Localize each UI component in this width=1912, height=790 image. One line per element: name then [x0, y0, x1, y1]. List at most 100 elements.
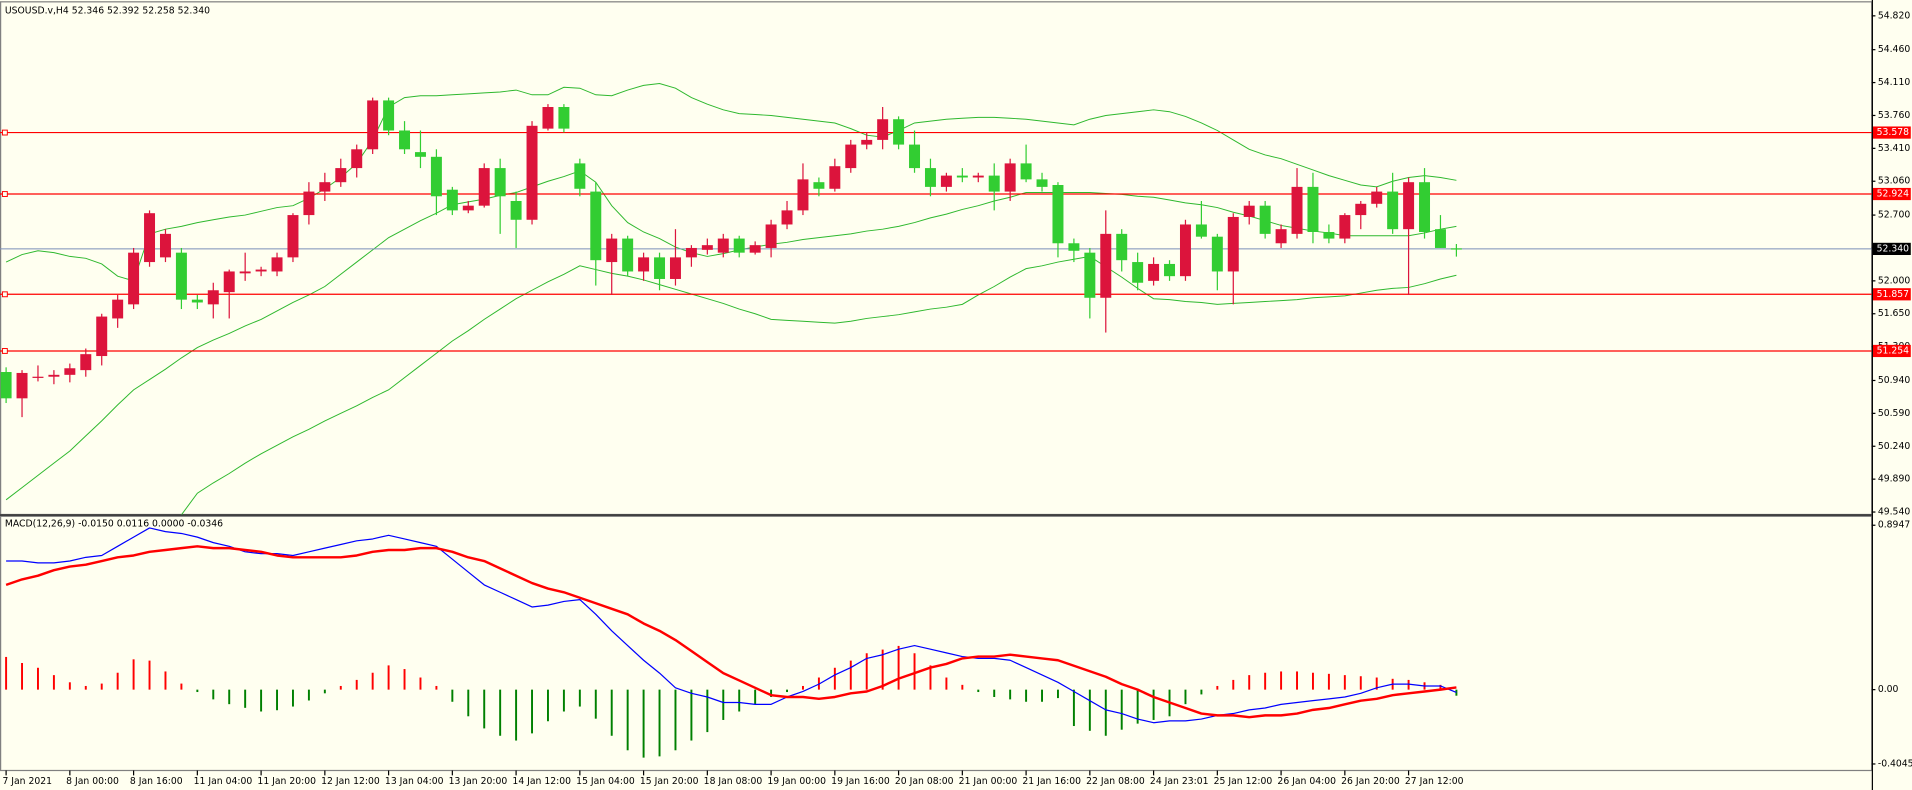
candle-body — [1132, 262, 1144, 283]
candle-body — [144, 213, 156, 263]
candle-body — [1419, 182, 1431, 232]
candle-body — [303, 191, 315, 216]
y-tick-label: 53.760 — [1878, 110, 1910, 121]
candle-body — [765, 224, 777, 248]
y-tick-label: 51.650 — [1878, 308, 1910, 319]
candle-body — [1450, 248, 1462, 250]
candle-body — [239, 271, 251, 274]
x-tick-label: 24 Jan 23:01 — [1150, 776, 1209, 787]
candle-body — [988, 175, 1000, 192]
macd-panel — [5, 527, 1458, 758]
bollinger-band — [5, 170, 1457, 501]
macd-header: MACD(12,26,9) -0.0150 0.0116 0.0000 -0.0… — [5, 519, 223, 530]
x-tick-label: 26 Jan 20:00 — [1341, 776, 1400, 787]
candle-body — [940, 175, 952, 187]
candle-body — [48, 374, 60, 377]
candle-body — [399, 130, 411, 150]
candle-body — [207, 290, 219, 305]
candle-body — [191, 299, 203, 303]
macd-line — [5, 545, 1457, 719]
candle-body — [287, 215, 299, 258]
price-panel — [0, 83, 1872, 515]
x-tick-label: 21 Jan 00:00 — [959, 776, 1018, 787]
candle-body — [1387, 191, 1399, 230]
candle-body — [845, 144, 857, 169]
candle-body — [1084, 252, 1096, 298]
x-tick-label: 14 Jan 12:00 — [512, 776, 571, 787]
candle-body — [558, 107, 570, 129]
x-tick-label: 8 Jan 00:00 — [66, 776, 119, 787]
candle-body — [1195, 224, 1207, 237]
bollinger-band — [181, 255, 1457, 515]
x-tick-label: 15 Jan 20:00 — [640, 776, 699, 787]
x-tick-label: 19 Jan 00:00 — [767, 776, 826, 787]
candle-body — [159, 233, 171, 258]
level-marker — [1, 291, 8, 298]
candle-body — [829, 166, 841, 189]
x-tick-label: 7 Jan 2021 — [2, 776, 52, 787]
level-label: 53.578 — [1877, 127, 1909, 138]
candle-body — [1355, 203, 1367, 216]
x-tick-label: 18 Jan 08:00 — [704, 776, 763, 787]
candle-body — [526, 125, 538, 220]
y-tick-label: 54.460 — [1878, 44, 1910, 55]
y-tick-label: 50.940 — [1878, 375, 1910, 386]
y-tick-label: 50.240 — [1878, 441, 1910, 452]
y-tick-label: 50.590 — [1878, 408, 1910, 419]
candle-body — [1371, 191, 1383, 204]
candle-body — [669, 257, 681, 279]
level-label: 51.857 — [1877, 289, 1909, 300]
candle-body — [446, 189, 458, 211]
candle-body — [1068, 243, 1080, 251]
candle-body — [1004, 163, 1016, 192]
candle-body — [590, 191, 602, 261]
candle-body — [574, 163, 586, 189]
candle-body — [430, 156, 442, 197]
candle-body — [478, 168, 490, 206]
candle-body — [717, 238, 729, 253]
y-tick-label: -0.4045 — [1878, 758, 1912, 769]
level-label: 52.924 — [1877, 189, 1909, 200]
y-tick-label: 52.700 — [1878, 210, 1910, 221]
y-tick-label: 52.000 — [1878, 275, 1910, 286]
x-tick-label: 20 Jan 08:00 — [895, 776, 954, 787]
candle-body — [112, 299, 124, 319]
candle-body — [622, 238, 634, 272]
y-tick-label: 53.060 — [1878, 176, 1910, 187]
candle-body — [1164, 263, 1176, 277]
x-tick-label: 15 Jan 04:00 — [576, 776, 635, 787]
x-tick-label: 12 Jan 12:00 — [321, 776, 380, 787]
candle-body — [1434, 229, 1446, 248]
level-label: 51.254 — [1877, 345, 1909, 356]
candle-body — [1227, 216, 1239, 272]
level-marker — [1, 191, 8, 197]
candle-body — [909, 144, 921, 169]
level-label-box — [1872, 288, 1911, 301]
candle-body — [96, 316, 108, 357]
candle-body — [1116, 233, 1128, 261]
candle-body — [1148, 263, 1160, 281]
candle-body — [972, 175, 984, 178]
candle-body — [510, 200, 522, 220]
candle-body — [128, 252, 140, 305]
level-marker — [1, 129, 8, 136]
candle-body — [223, 271, 235, 293]
candle-body — [1179, 224, 1191, 277]
candle-body — [861, 139, 873, 145]
candle-body — [255, 269, 267, 272]
candle-body — [64, 368, 76, 375]
y-tick-label: 0.8947 — [1878, 520, 1910, 531]
symbol-header: USOUSD.v,H4 52.346 52.392 52.258 52.340 — [5, 5, 210, 16]
x-tick-label: 13 Jan 20:00 — [449, 776, 508, 787]
candle-body — [1275, 229, 1287, 244]
candle-body — [32, 376, 44, 378]
x-tick-label: 19 Jan 16:00 — [831, 776, 890, 787]
level-marker — [1, 348, 8, 354]
y-tick-label: 54.110 — [1878, 77, 1910, 88]
candle-body — [924, 168, 936, 187]
candle-body — [1291, 186, 1303, 234]
bollinger-band — [5, 83, 1457, 282]
candle-body — [383, 100, 395, 131]
